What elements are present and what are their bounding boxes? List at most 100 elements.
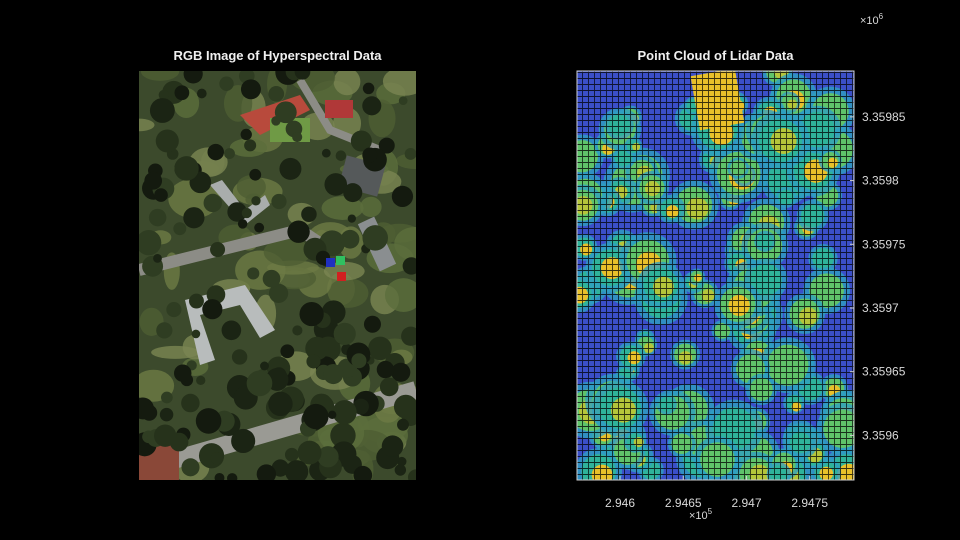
tree xyxy=(268,86,285,102)
tree xyxy=(188,293,204,309)
x-tick-label: 2.946 xyxy=(605,496,635,510)
tree xyxy=(219,76,234,91)
tree xyxy=(181,458,200,477)
tree xyxy=(227,202,247,222)
x-tick-label: 2.947 xyxy=(731,496,761,510)
x-tick-label: 2.9475 xyxy=(791,496,828,510)
tree xyxy=(379,377,399,397)
tree xyxy=(362,96,382,116)
tree xyxy=(333,322,356,345)
y-tick-label: 3.35985 xyxy=(862,110,906,124)
tree xyxy=(368,336,392,361)
tree xyxy=(393,394,416,419)
tree xyxy=(166,302,182,318)
tree xyxy=(262,269,281,288)
tree xyxy=(224,148,235,159)
tree xyxy=(303,403,329,430)
tree xyxy=(391,185,414,208)
tree xyxy=(381,435,404,457)
tree xyxy=(210,241,226,258)
grass-patch xyxy=(236,175,266,199)
tree xyxy=(394,464,407,476)
tree xyxy=(260,361,269,371)
tree xyxy=(397,418,409,431)
tree xyxy=(231,428,256,454)
y-tick-label: 3.35975 xyxy=(862,237,906,251)
tree xyxy=(299,301,324,327)
tree xyxy=(292,325,303,336)
grass-patch xyxy=(140,71,180,81)
tree xyxy=(402,257,416,275)
y-tick-label: 3.3596 xyxy=(862,428,899,442)
marker xyxy=(337,272,346,281)
y-tick-label: 3.3597 xyxy=(862,301,899,315)
tree xyxy=(330,422,356,449)
tree xyxy=(158,89,169,101)
tree xyxy=(294,71,311,80)
tree xyxy=(285,460,309,480)
tree xyxy=(287,220,310,243)
tree xyxy=(181,393,200,413)
roof xyxy=(325,100,353,118)
tree xyxy=(240,128,252,141)
grass-patch xyxy=(384,278,416,312)
tree xyxy=(301,206,317,223)
y-tick-label: 3.35965 xyxy=(862,365,906,379)
tree xyxy=(183,71,203,84)
tree xyxy=(321,148,331,158)
tree xyxy=(148,208,167,227)
point-mesh xyxy=(577,71,854,480)
tree xyxy=(196,88,207,99)
tree xyxy=(214,472,225,480)
tree xyxy=(378,137,395,154)
tree xyxy=(195,408,222,434)
x-multiplier-base: ×10 xyxy=(689,510,708,522)
tree xyxy=(247,267,260,280)
tree xyxy=(284,447,299,462)
tree xyxy=(280,344,295,359)
rgb-image xyxy=(139,71,416,480)
tree xyxy=(269,283,289,303)
y-multiplier-base: ×10 xyxy=(860,15,879,27)
tree xyxy=(249,168,262,181)
tree xyxy=(231,349,248,365)
x-multiplier-exponent: 5 xyxy=(708,507,713,516)
tree xyxy=(292,131,303,143)
tree xyxy=(173,364,192,382)
x-tick-label: 2.9465 xyxy=(665,496,702,510)
tree xyxy=(324,173,348,196)
tree xyxy=(352,398,369,415)
tree xyxy=(391,362,411,382)
tree xyxy=(221,320,242,341)
marker xyxy=(326,258,335,267)
x-multiplier: ×105 xyxy=(689,507,713,522)
plot-title: Point Cloud of Lidar Data xyxy=(638,48,795,63)
tree xyxy=(351,353,367,369)
tree xyxy=(153,254,162,263)
tree xyxy=(174,85,190,101)
tree xyxy=(246,370,273,397)
grass-patch xyxy=(139,118,155,132)
tree xyxy=(279,157,302,180)
tree xyxy=(335,150,347,161)
tree xyxy=(271,193,287,210)
tree xyxy=(274,101,297,124)
tree xyxy=(139,230,162,256)
tree xyxy=(237,219,248,229)
tree xyxy=(207,143,224,161)
tree xyxy=(328,410,337,419)
grass-patch xyxy=(382,71,416,96)
grass-patch xyxy=(327,278,369,308)
tree xyxy=(173,222,187,236)
tree xyxy=(159,407,174,422)
tree xyxy=(404,148,416,160)
y-tick-label: 3.3598 xyxy=(862,174,899,188)
grass-patch xyxy=(333,71,361,96)
tree xyxy=(256,464,277,480)
tree xyxy=(241,207,252,219)
tree xyxy=(149,98,175,123)
tree xyxy=(254,222,265,233)
tree xyxy=(183,207,205,229)
